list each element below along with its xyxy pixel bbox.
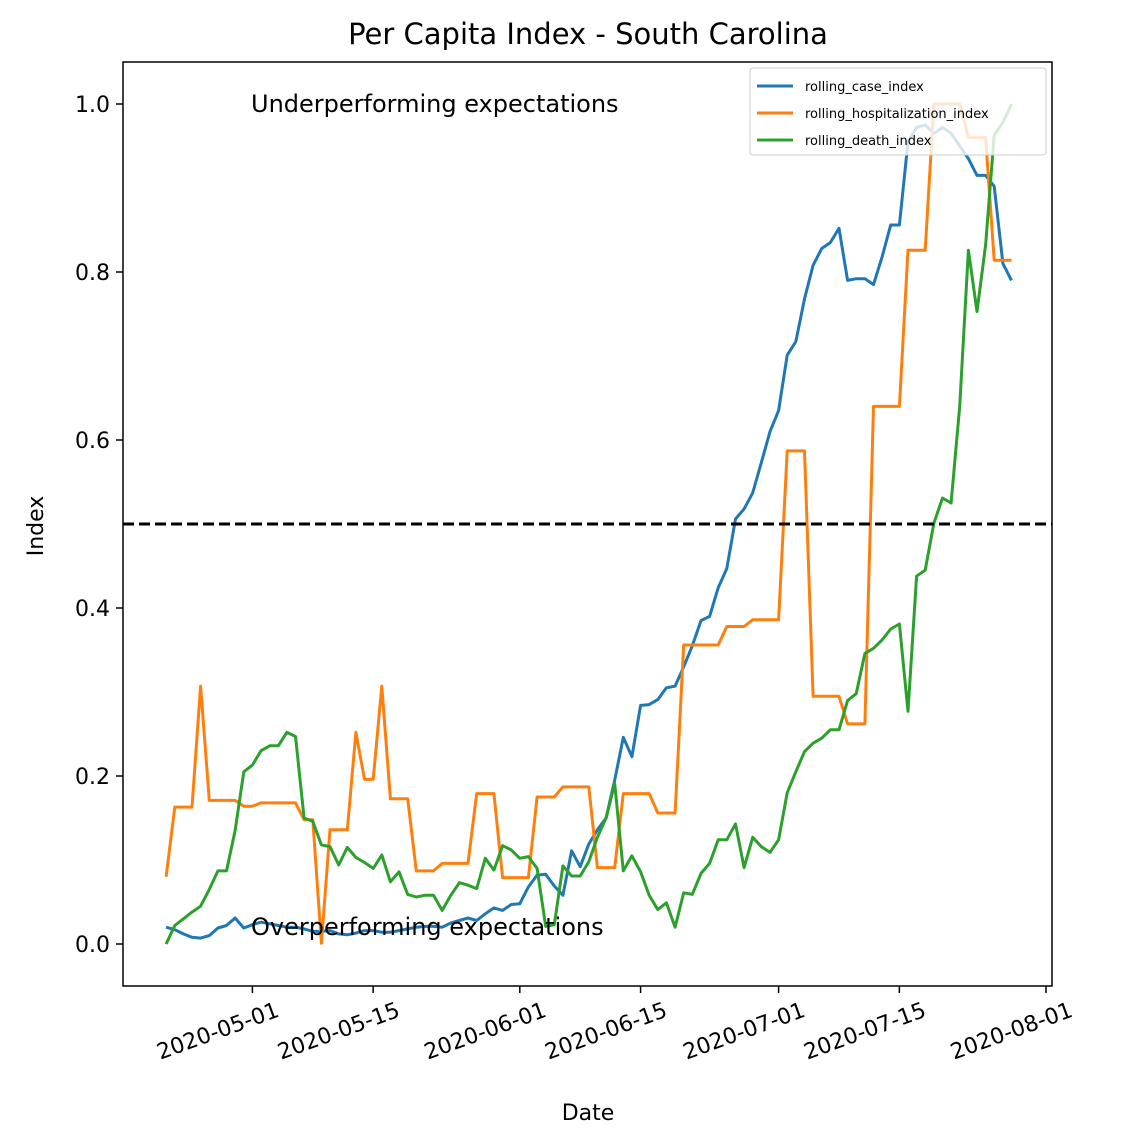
annotation-upper: Underperforming expectations (251, 90, 619, 118)
legend-label-rolling_case_index: rolling_case_index (805, 80, 924, 95)
plot-frame (122, 61, 1053, 987)
annotation-lower: Overperforming expectations (251, 913, 604, 941)
x-tick-label: 2020-07-15 (801, 998, 930, 1065)
y-tick-label: 1.0 (75, 93, 110, 118)
legend: rolling_case_index rolling_hospitalizatio… (749, 67, 1047, 156)
x-tick-label: 2020-05-15 (275, 998, 404, 1065)
plot-area (123, 102, 1052, 945)
legend-label-rolling_hospitalization_index: rolling_hospitalization_index (805, 107, 989, 122)
y-tick-label: 0.6 (75, 429, 110, 454)
x-tick-label: 2020-07-01 (680, 998, 809, 1065)
legend-box (749, 67, 1047, 156)
y-tick-label: 0.4 (75, 597, 110, 622)
x-tick-label: 2020-05-01 (154, 998, 283, 1065)
x-tick-label: 2020-08-01 (947, 998, 1076, 1065)
y-tick-label: 0.2 (75, 765, 110, 790)
x-tick-label: 2020-06-01 (421, 998, 550, 1065)
y-axis: 0.0 0.2 0.4 0.6 0.8 1.0 (75, 93, 123, 958)
y-tick-label: 0.8 (75, 261, 110, 286)
series-line-rolling_death_index (164, 103, 1013, 945)
series-line-rolling_case_index (165, 123, 1013, 940)
y-tick-label: 0.0 (75, 933, 110, 958)
legend-label-rolling_death_index: rolling_death_index (805, 134, 932, 149)
chart-title: Per Capita Index - South Carolina (348, 17, 828, 51)
x-axis-label: Date (562, 1101, 615, 1126)
y-axis-label: Index (24, 496, 49, 557)
x-tick-label: 2020-06-15 (542, 998, 671, 1065)
